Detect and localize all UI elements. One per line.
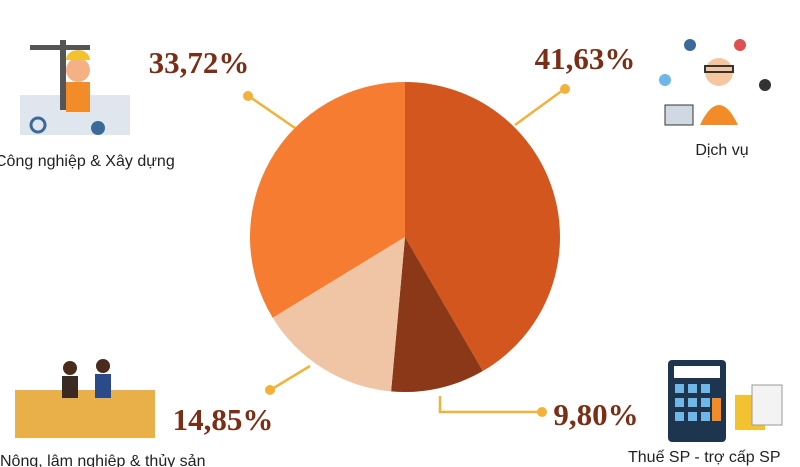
category-label: Công nghiệp & Xây dựng [0,153,175,170]
leader-dot [265,385,275,395]
value-label: 41,63% [535,41,636,76]
leader-dot [537,407,547,417]
value-label: 33,72% [149,45,250,80]
icon-tax [668,360,783,442]
category-label: Dịch vụ [695,142,748,159]
leader-dot [560,84,570,94]
leader-line [514,88,564,127]
leader-line [271,364,311,391]
icon-industry [20,40,130,135]
icon-agriculture [15,359,155,438]
pie-slice [391,237,483,392]
value-label: 14,85% [173,402,274,437]
leader-line [438,396,540,414]
labels: 41,63% Dịch vụ 9,80% Thuế SP - trợ cấp SP 14… [0,41,780,467]
value-label: 9,80% [553,397,638,432]
pie-slice [272,237,405,392]
pie [250,81,560,392]
pie-slice [250,81,405,318]
category-label: Nông, lâm nghiệp & thủy sản [0,453,205,467]
leader-dot [243,91,253,101]
pie-slice [405,82,560,372]
category-label: Thuế SP - trợ cấp SP [628,449,780,466]
leader-line [249,95,296,130]
icon-service [659,39,771,126]
